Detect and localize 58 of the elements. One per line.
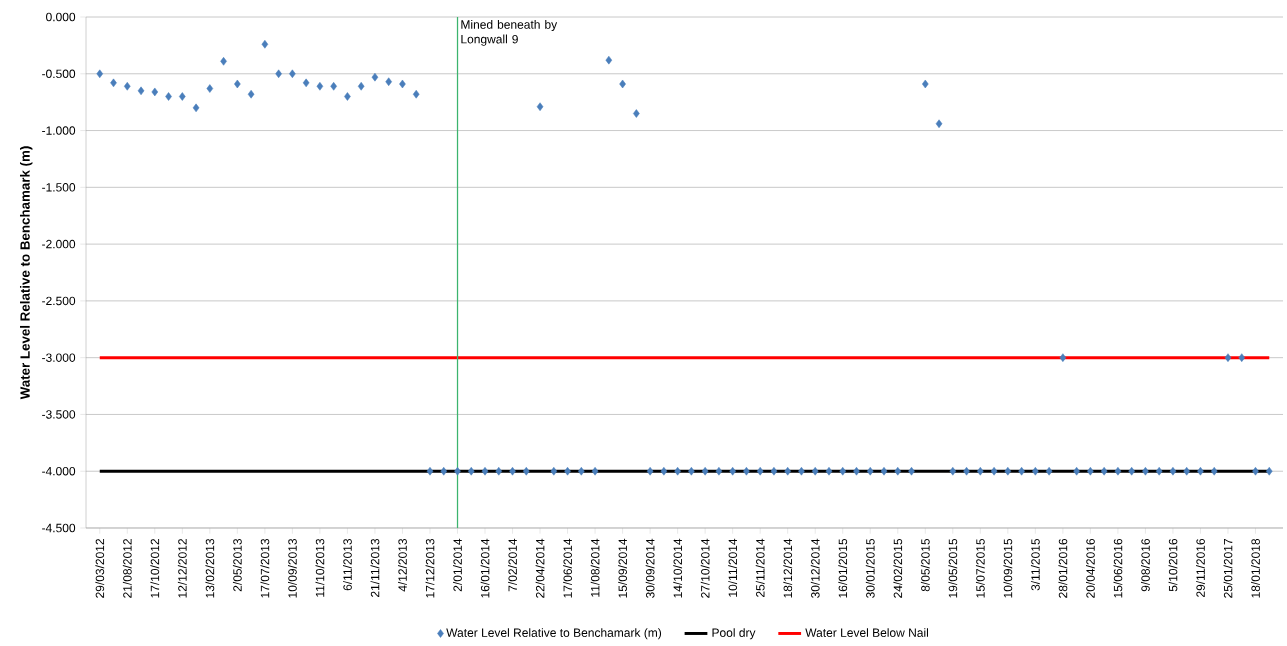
x-tick-label: 15/07/2015: [975, 538, 985, 598]
x-tick-label: 11/08/2014: [590, 538, 600, 597]
x-tick-label: 17/06/2014: [563, 538, 572, 598]
y-tick-label: 0.000: [46, 12, 76, 22]
x-tick-label: 28/01/2016: [1058, 538, 1068, 598]
x-tick-label: 4/12/2013: [398, 538, 407, 592]
x-tick-label: 21/11/2013: [370, 538, 380, 597]
x-tick-label: 2/01/2014: [453, 538, 462, 592]
x-tick-label: 30/09/2014: [645, 538, 655, 598]
x-tick-label: 21/08/2012: [122, 539, 132, 598]
x-tick-label: 25/01/2017: [1223, 539, 1233, 598]
y-tick-label: -3.500: [42, 410, 76, 419]
x-tick-label: 6/11/2013: [343, 538, 352, 591]
x-tick-label: 15/09/2014: [618, 538, 628, 598]
y-tick-label: -4.500: [42, 523, 76, 533]
x-tick-label: 29/11/2016: [1196, 538, 1205, 597]
x-tick-label: 9/08/2016: [1141, 538, 1150, 592]
x-tick-label: 10/09/2013: [287, 538, 297, 598]
y-tick-label: -2.000: [42, 239, 76, 249]
x-tick-label: 16/01/2015: [838, 538, 848, 598]
legend-label: Pool dry: [712, 628, 756, 640]
x-tick-label: 5/10/2016: [1168, 538, 1178, 592]
legend-label: Water Level Relative to Benchamark (m): [446, 628, 662, 640]
x-tick-label: 18/12/2014: [783, 538, 793, 598]
x-tick-label: 8/05/2015: [920, 538, 930, 592]
x-tick-label: 10/09/2015: [1003, 538, 1013, 598]
y-tick-label: -2.500: [42, 296, 76, 306]
x-tick-label: 17/12/2013: [425, 538, 435, 598]
y-axis-title: Water Level Relative to Benchamark (m): [19, 146, 33, 400]
x-tick-label: 11/10/2013: [315, 538, 325, 597]
legend-label: Water Level Below Nail: [805, 628, 928, 637]
x-tick-label: 12/12/2012: [177, 539, 187, 598]
y-tick-label: -1.000: [42, 126, 76, 135]
y-tick-label: -4.000: [42, 466, 76, 476]
x-tick-label: 30/01/2015: [865, 538, 875, 598]
x-tick-label: 17/07/2013: [260, 538, 270, 598]
x-tick-label: 29/03/2012: [95, 539, 105, 598]
x-tick-label: 25/11/2014: [755, 538, 765, 597]
y-tick-label: -0.500: [42, 69, 76, 79]
x-tick-label: 30/12/2014: [810, 538, 820, 598]
y-tick-label: -1.500: [42, 183, 76, 192]
x-tick-label: 24/02/2015: [893, 538, 903, 598]
x-tick-label: 13/02/2013: [205, 538, 215, 598]
y-tick-label: -3.000: [42, 353, 76, 362]
x-tick-label: 7/02/2014: [508, 538, 517, 592]
x-tick-label: 16/01/2014: [480, 538, 490, 598]
x-tick-label: 10/11/2014: [728, 538, 738, 597]
x-tick-label: 15/06/2016: [1113, 538, 1123, 598]
x-tick-label: 2/05/2013: [232, 538, 242, 592]
x-tick-label: 14/10/2014: [673, 538, 683, 598]
x-tick-label: 20/04/2016: [1085, 538, 1095, 598]
x-tick-label: 18/01/2018: [1251, 538, 1260, 598]
x-tick-label: 17/10/2012: [150, 539, 160, 598]
ref-line-label: Mined beneath by Longwall 9: [461, 19, 558, 46]
x-tick-label: 22/04/2014: [535, 538, 545, 598]
x-tick-label: 3/11/2015: [1030, 538, 1040, 591]
x-tick-label: 27/10/2014: [700, 538, 710, 598]
x-tick-label: 19/05/2015: [948, 538, 958, 598]
